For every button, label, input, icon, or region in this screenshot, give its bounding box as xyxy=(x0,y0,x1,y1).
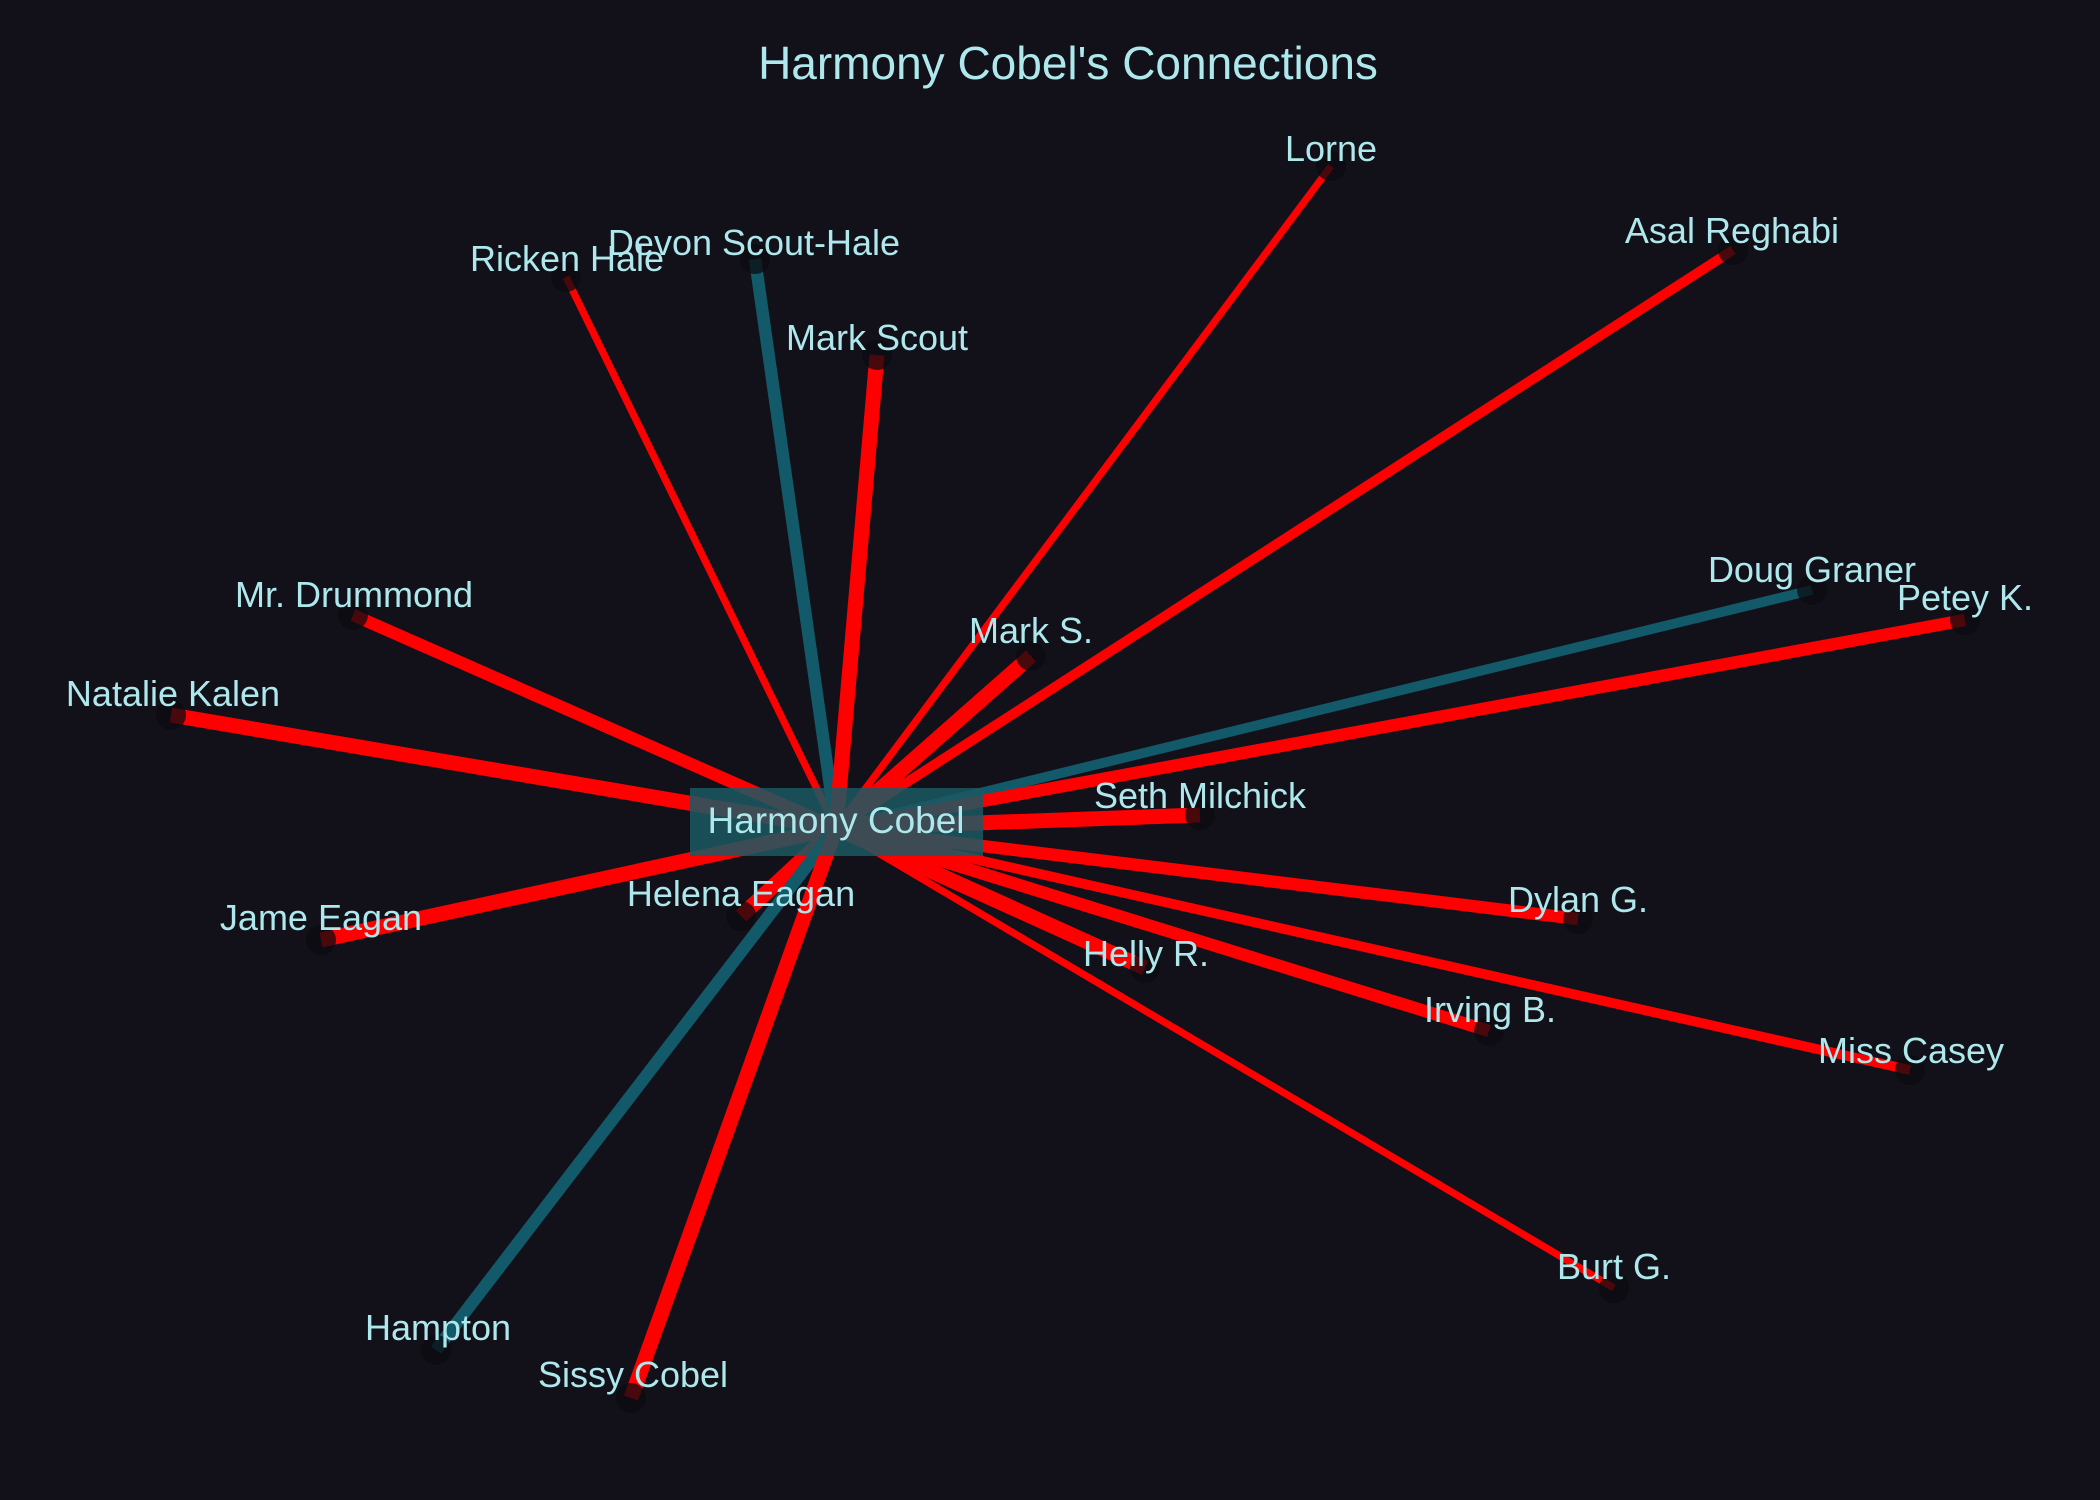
node-label-burt-g: Burt G. xyxy=(1557,1246,1671,1287)
node-label-sissy-cobel: Sissy Cobel xyxy=(538,1354,728,1395)
center-node-label: Harmony Cobel xyxy=(707,800,964,841)
node-label-devon-scout-hale: Devon Scout-Hale xyxy=(608,222,900,263)
node-label-miss-casey: Miss Casey xyxy=(1818,1030,2004,1071)
node-label-helena-eagan: Helena Eagan xyxy=(627,873,855,914)
node-label-asal-reghabi: Asal Reghabi xyxy=(1625,210,1839,251)
node-label-lorne: Lorne xyxy=(1285,128,1377,169)
node-label-seth-milchick: Seth Milchick xyxy=(1094,775,1307,816)
graph-title: Harmony Cobel's Connections xyxy=(758,37,1378,89)
node-label-mark-s: Mark S. xyxy=(969,610,1093,651)
center-node[interactable]: Harmony Cobel xyxy=(690,788,983,856)
node-label-mr-drummond: Mr. Drummond xyxy=(235,574,473,615)
node-label-petey-k: Petey K. xyxy=(1897,577,2033,618)
node-label-dylan-g: Dylan G. xyxy=(1508,879,1648,920)
node-label-helly-r: Helly R. xyxy=(1083,933,1209,974)
node-label-mark-scout: Mark Scout xyxy=(786,317,968,358)
node-label-doug-graner: Doug Graner xyxy=(1708,549,1916,590)
node-label-natalie-kalen: Natalie Kalen xyxy=(66,673,280,714)
node-label-irving-b: Irving B. xyxy=(1424,989,1556,1030)
node-label-jame-eagan: Jame Eagan xyxy=(220,897,422,938)
node-label-hampton: Hampton xyxy=(365,1307,511,1348)
